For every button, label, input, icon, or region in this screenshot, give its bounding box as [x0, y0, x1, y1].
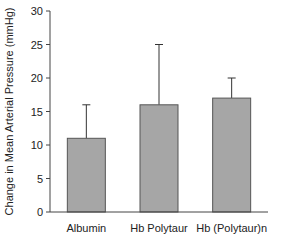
y-tick-label: 10 — [31, 139, 43, 151]
y-tick — [46, 145, 50, 146]
error-cap — [228, 78, 236, 79]
error-bar — [155, 45, 163, 105]
y-axis-label: Change in Mean Arterial Pressure (mmHg) — [3, 8, 15, 216]
error-line — [231, 78, 232, 98]
x-axis — [50, 212, 268, 213]
error-cap — [82, 104, 90, 105]
error-cap — [155, 44, 163, 45]
error-line — [86, 105, 87, 139]
y-axis — [50, 11, 51, 212]
error-bar — [82, 105, 90, 139]
bar — [67, 138, 105, 212]
y-tick — [46, 111, 50, 112]
y-tick-label: 0 — [37, 206, 43, 218]
error-line — [159, 45, 160, 105]
y-tick-label: 15 — [31, 106, 43, 118]
y-tick — [46, 78, 50, 79]
x-tick-label: Hb (Polytaur)n — [196, 222, 267, 234]
y-tick — [46, 44, 50, 45]
bar — [213, 98, 251, 212]
y-tick — [46, 212, 50, 213]
x-tick-label: Albumin — [66, 222, 106, 234]
x-tick-label: Hb Polytaur — [130, 222, 188, 234]
y-tick-label: 30 — [31, 5, 43, 17]
bar — [140, 105, 178, 212]
error-bar — [228, 78, 236, 98]
y-tick — [46, 11, 50, 12]
y-tick-label: 20 — [31, 72, 43, 84]
chart: 0 5 10 15 20 25 30 Albumin Hb Polytaur Hb (Polyta… — [0, 0, 308, 250]
y-tick — [46, 178, 50, 179]
y-tick-label: 5 — [37, 173, 43, 185]
y-tick-label: 25 — [31, 39, 43, 51]
